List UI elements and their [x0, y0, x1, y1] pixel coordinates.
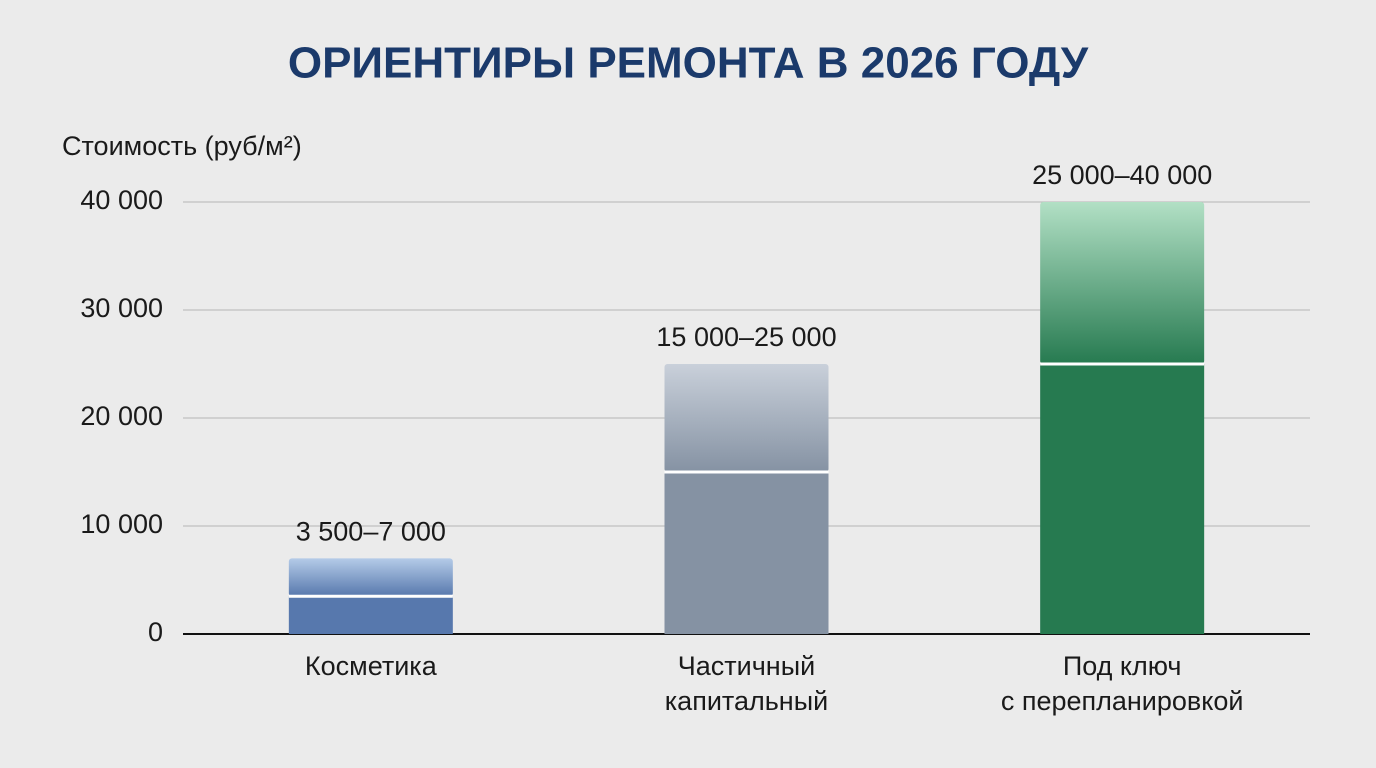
y-axis-label: Стоимость (руб/м²): [62, 131, 302, 161]
bar-base: [1040, 364, 1205, 634]
y-tick-label: 20 000: [80, 401, 163, 431]
bar-range: [288, 558, 453, 597]
y-tick-label: 0: [148, 617, 163, 647]
value-label: 15 000–25 000: [656, 322, 836, 352]
x-tick-label: Косметика: [305, 651, 438, 681]
x-tick-label: Под ключ: [1063, 651, 1182, 681]
value-label: 3 500–7 000: [296, 517, 446, 547]
y-tick-label: 30 000: [80, 293, 163, 323]
bar-base: [664, 472, 829, 634]
y-tick-label: 40 000: [80, 185, 163, 215]
y-tick-label: 10 000: [80, 509, 163, 539]
x-tick-label: Частичный: [678, 651, 815, 681]
chart-title: ОРИЕНТИРЫ РЕМОНТА В 2026 ГОДУ: [288, 39, 1089, 88]
x-tick-label: с перепланировкой: [1001, 686, 1244, 716]
x-tick-label: капитальный: [665, 686, 828, 716]
bar-base: [288, 596, 453, 634]
value-label: 25 000–40 000: [1032, 160, 1212, 190]
bar-range: [1040, 202, 1205, 364]
bar-range: [664, 364, 829, 472]
